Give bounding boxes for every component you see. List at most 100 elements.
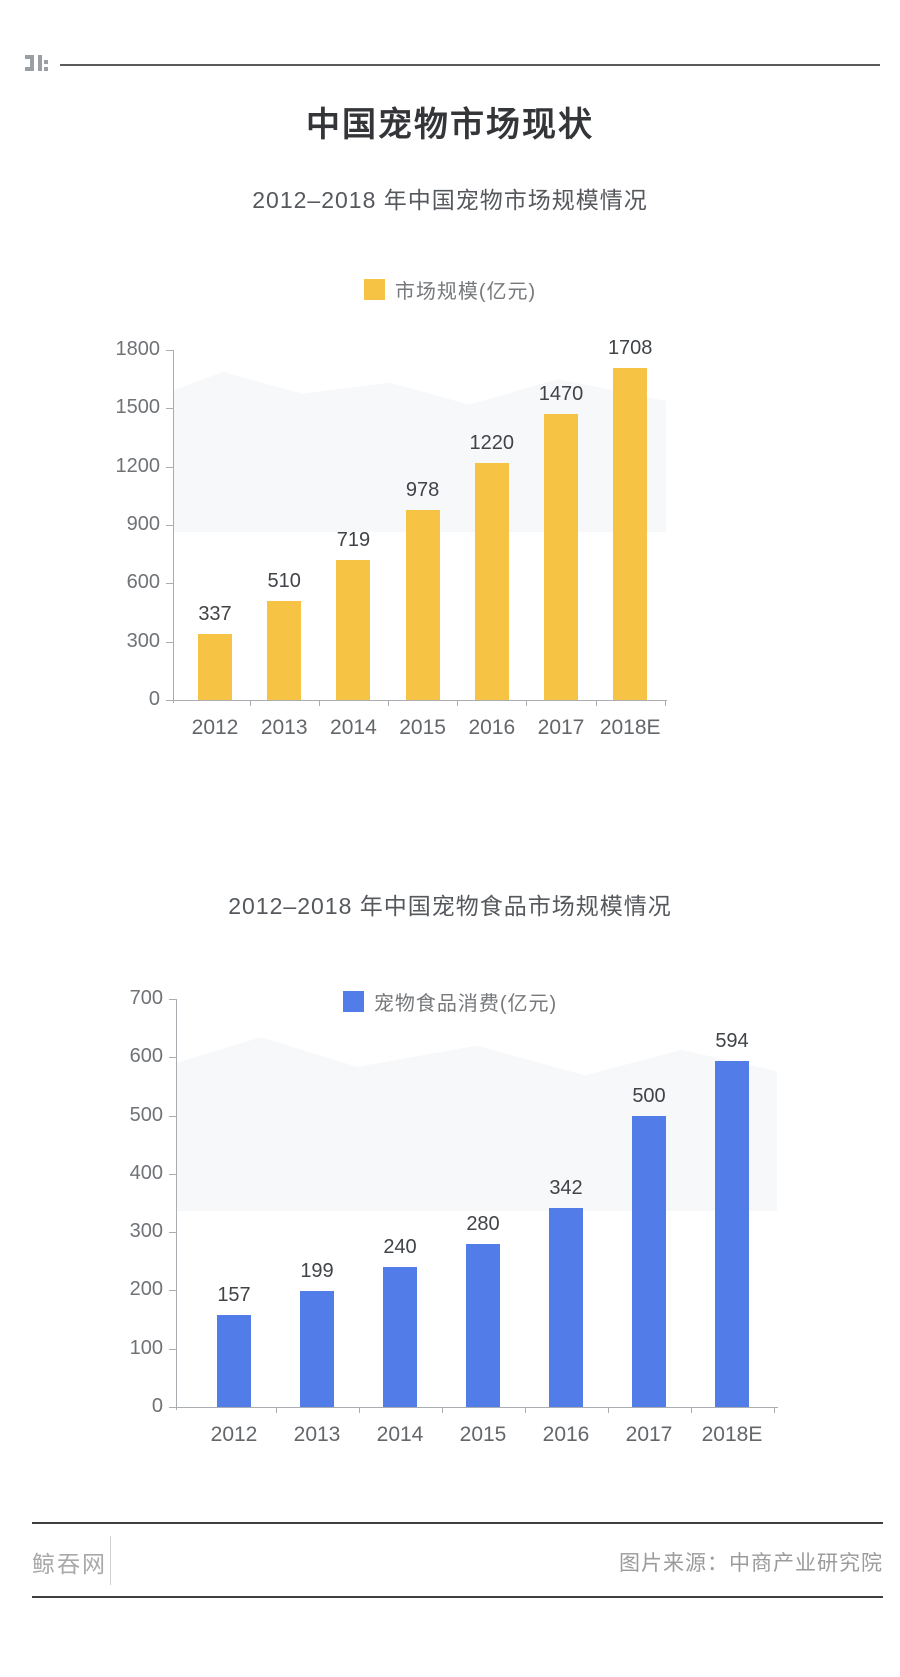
y-axis-tick (169, 1290, 176, 1292)
bar-value-label: 594 (715, 1029, 749, 1052)
footer-rule-bottom (32, 1596, 883, 1598)
y-axis-tick (166, 525, 173, 526)
y-axis-line (176, 999, 177, 1410)
x-axis-tick (249, 701, 251, 706)
bar (613, 367, 648, 700)
y-tick-label: 1500 (115, 396, 161, 419)
bar-value-label: 157 (217, 1284, 251, 1307)
y-tick-label: 900 (126, 513, 160, 535)
x-axis-tick (275, 1408, 277, 1413)
bar-value-label: 337 (198, 603, 232, 626)
bar-value-label: 199 (300, 1260, 334, 1282)
x-axis-tick (441, 1408, 443, 1413)
footer-site-name: 鲸吞网 (32, 1551, 107, 1577)
x-tick-label: 2013 (260, 716, 308, 739)
bar (474, 462, 509, 700)
chart-1-legend: 市场规模(亿元) (0, 275, 900, 304)
bar (198, 634, 232, 700)
x-tick-label: 2018E (599, 716, 661, 739)
chart-pet-food-market: 宠物食品消费(亿元) 700 600 500 400 300 200 100 0 157 2012… (0, 980, 900, 1460)
background-watermark (174, 371, 666, 532)
bar (267, 600, 302, 700)
x-axis-tick (318, 701, 320, 706)
bar (549, 1207, 583, 1407)
bar-value-label: 342 (549, 1176, 583, 1199)
y-tick-label: 500 (129, 1103, 163, 1126)
x-tick-label: 2017 (625, 1423, 673, 1446)
chart-1-subtitle: 2012–2018 年中国宠物市场规模情况 (252, 187, 648, 213)
y-axis-tick (166, 583, 173, 585)
x-tick-label: 2015 (459, 1423, 507, 1446)
x-axis-tick (457, 701, 459, 706)
y-tick-label: 100 (129, 1336, 163, 1359)
bar (217, 1315, 251, 1407)
x-axis-tick (595, 701, 597, 706)
header-rule (60, 64, 880, 66)
y-tick-label: 300 (129, 1220, 163, 1243)
y-tick-label: 700 (129, 987, 163, 1009)
legend-label: 市场规模(亿元) (394, 281, 537, 303)
bar-value-label: 500 (632, 1084, 666, 1107)
page-title: 中国宠物市场现状 (306, 106, 594, 144)
x-axis-tick (773, 1408, 775, 1413)
y-axis-tick (166, 408, 173, 410)
y-tick-label: 0 (148, 688, 160, 710)
y-tick-label: 400 (129, 1161, 163, 1184)
footer-rule-top (32, 1522, 883, 1524)
y-axis-tick (169, 1407, 176, 1408)
x-tick-label: 2012 (191, 716, 239, 739)
x-tick-label: 2016 (542, 1423, 590, 1446)
x-tick-label: 2014 (376, 1423, 424, 1446)
legend-label: 宠物食品消费(亿元) (373, 993, 558, 1015)
x-axis-tick (690, 1408, 692, 1413)
bar (466, 1243, 500, 1407)
bar-value-label: 280 (466, 1212, 500, 1235)
x-axis-tick (388, 701, 389, 706)
x-tick-label: 2016 (468, 716, 516, 739)
y-axis-tick (169, 1348, 176, 1350)
chart-2-legend: 宠物食品消费(亿元) (0, 987, 900, 1016)
bar-value-label: 978 (405, 478, 440, 501)
y-axis-tick (169, 1232, 176, 1234)
x-axis-tick (524, 1408, 526, 1413)
x-axis-tick (607, 1408, 609, 1413)
x-tick-label: 2014 (330, 716, 377, 739)
legend-swatch-blue (342, 991, 364, 1012)
x-tick-label: 2017 (537, 716, 585, 739)
x-tick-label: 2018E (701, 1423, 763, 1446)
bar (405, 509, 440, 700)
bar-value-label: 719 (336, 529, 371, 552)
legend-swatch-yellow (363, 279, 385, 300)
y-axis-tick (166, 350, 173, 351)
bar (715, 1060, 749, 1407)
x-axis-line (173, 700, 667, 701)
bar (383, 1267, 417, 1407)
x-axis-tick (526, 701, 528, 706)
x-axis-line (176, 1407, 778, 1408)
y-axis-tick (166, 700, 173, 701)
bar-value-label: 1470 (538, 383, 584, 406)
y-tick-label: 600 (126, 571, 160, 594)
y-tick-label: 300 (126, 629, 160, 652)
x-tick-label: 2013 (293, 1423, 341, 1446)
chart-2-subtitle: 2012–2018 年中国宠物食品市场规模情况 (228, 893, 672, 919)
y-axis-tick (169, 999, 176, 1000)
y-axis-tick (169, 1115, 176, 1117)
y-tick-label: 1200 (115, 454, 161, 477)
footer-source-credit: 图片来源：中商产业研究院 (619, 1552, 883, 1575)
y-tick-label: 0 (151, 1395, 163, 1417)
y-tick-label: 600 (129, 1045, 163, 1068)
y-axis-tick (166, 641, 173, 643)
bar (300, 1291, 334, 1407)
x-tick-label: 2012 (210, 1423, 258, 1446)
x-axis-tick (664, 701, 666, 706)
bar-value-label: 510 (267, 569, 301, 592)
y-axis-tick (169, 1057, 176, 1059)
y-tick-label: 200 (129, 1278, 163, 1301)
x-axis-tick (358, 1408, 360, 1413)
chart-pet-market: 市场规模(亿元) 1800 1500 1200 900 600 300 0 337 2012 51… (0, 270, 900, 760)
y-tick-label: 1800 (115, 338, 161, 360)
bar-value-label: 1220 (469, 431, 515, 454)
bar (632, 1115, 666, 1407)
bar-value-label: 240 (383, 1236, 417, 1259)
